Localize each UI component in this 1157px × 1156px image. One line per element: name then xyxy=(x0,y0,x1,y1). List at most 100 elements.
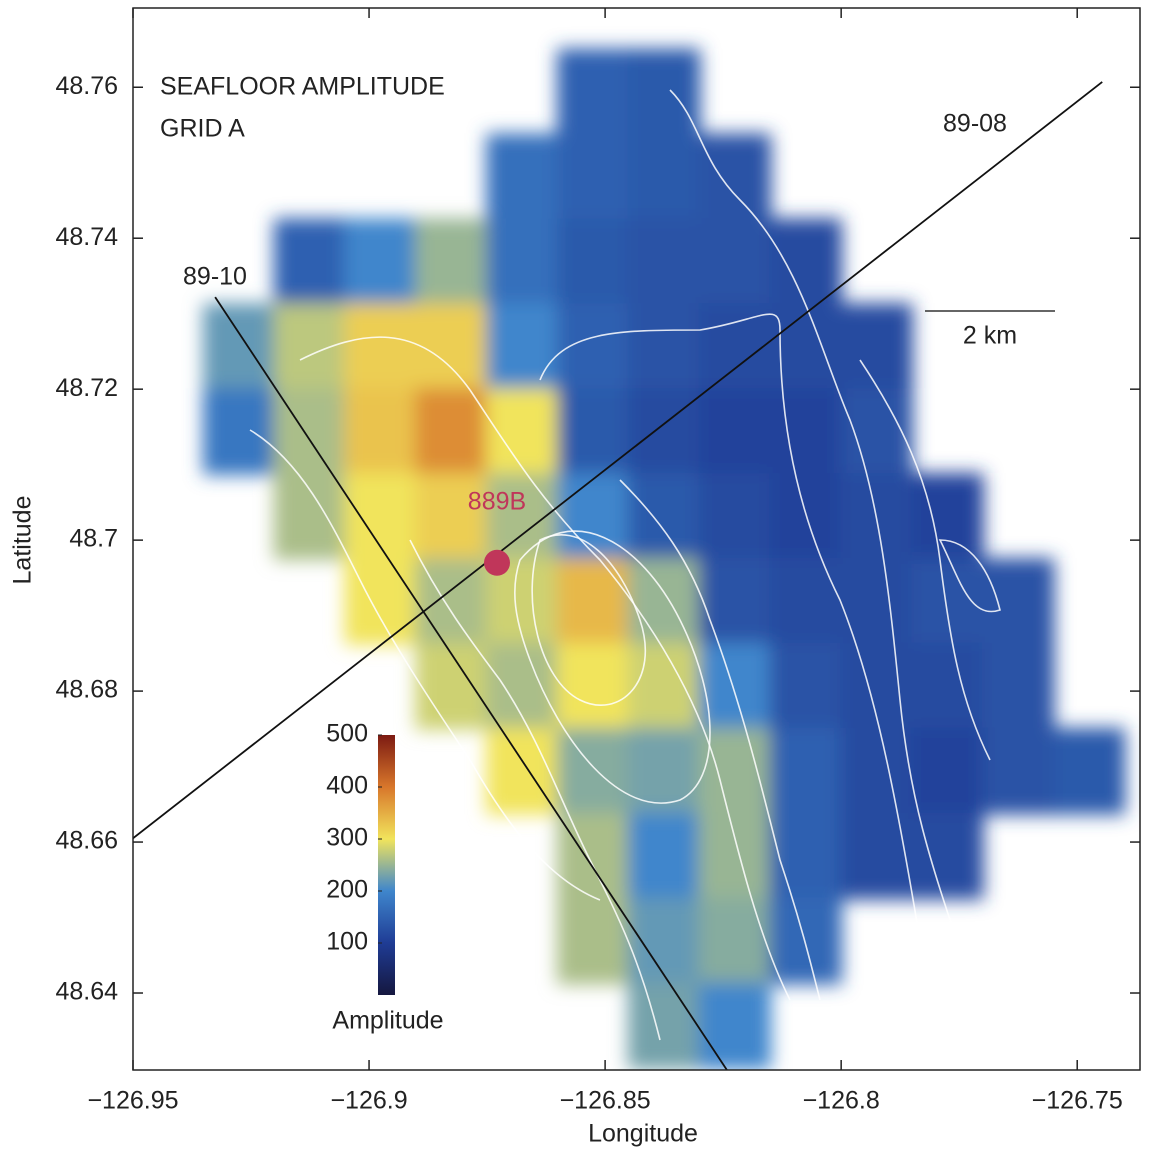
amplitude-cell xyxy=(698,812,772,900)
amplitude-cell xyxy=(273,473,347,561)
amplitude-cell xyxy=(556,727,630,815)
amplitude-cell xyxy=(627,982,701,1070)
amplitude-cell xyxy=(910,473,984,561)
amplitude-cell xyxy=(1052,727,1126,815)
y-tick-label: 48.72 xyxy=(55,374,118,402)
scale-bar-label: 2 km xyxy=(963,322,1017,350)
amplitude-cell xyxy=(627,897,701,985)
colorbar-tick-label: 500 xyxy=(326,720,368,748)
amplitude-cell xyxy=(981,727,1055,815)
amplitude-cell xyxy=(840,812,913,900)
amplitude-cell xyxy=(769,388,843,476)
amplitude-cell xyxy=(698,388,772,476)
y-tick-label: 48.76 xyxy=(55,72,118,100)
amplitude-cell xyxy=(840,558,913,645)
amplitude-cell xyxy=(486,642,559,730)
amplitude-cell xyxy=(840,303,913,391)
amplitude-cell xyxy=(486,303,559,391)
amplitude-cell xyxy=(415,218,489,306)
amplitude-cell xyxy=(698,473,772,561)
amplitude-cell xyxy=(415,388,489,476)
amplitude-cell xyxy=(556,642,630,730)
contour xyxy=(514,530,711,804)
amplitude-cell xyxy=(698,897,772,985)
y-axis-label: Latitude xyxy=(9,496,37,585)
contours xyxy=(249,89,1001,1041)
colorbar-label: Amplitude xyxy=(332,1007,443,1035)
amplitude-cell xyxy=(769,642,843,730)
contour xyxy=(669,89,961,951)
amplitude-cell xyxy=(556,218,630,306)
amplitude-cell xyxy=(344,218,418,306)
contour xyxy=(539,313,931,1001)
amplitude-cell xyxy=(556,897,630,985)
amplitude-cell xyxy=(769,558,843,645)
amplitude-cell xyxy=(202,388,276,476)
colorbar-tick-label: 200 xyxy=(326,876,368,904)
amplitude-cell xyxy=(627,727,701,815)
line-label: 89-10 xyxy=(183,263,247,291)
plot-frame xyxy=(132,7,1141,1071)
line-label: 89-08 xyxy=(943,110,1007,138)
amplitude-cell xyxy=(627,133,701,221)
title: SEAFLOOR AMPLITUDE xyxy=(160,73,445,101)
x-tick-label: −126.9 xyxy=(330,1087,407,1115)
y-tick-label: 48.64 xyxy=(55,978,118,1006)
amplitude-cell xyxy=(910,642,984,730)
amplitude-cell xyxy=(273,303,347,391)
amplitude-cell xyxy=(486,473,559,561)
amplitude-cell xyxy=(627,218,701,306)
amplitude-cell xyxy=(486,727,559,815)
amplitude-cell xyxy=(698,727,772,815)
amplitude-cell xyxy=(273,218,347,306)
amplitude-cell xyxy=(556,133,630,221)
y-tick-label: 48.66 xyxy=(55,827,118,855)
amplitude-cell xyxy=(344,303,418,391)
amplitude-cell xyxy=(981,558,1055,645)
amplitude-cell xyxy=(698,642,772,730)
colorbar-tick-label: 100 xyxy=(326,928,368,956)
amplitude-cell xyxy=(627,48,701,136)
amplitude-cell xyxy=(698,982,772,1070)
amplitude-cell xyxy=(556,812,630,900)
amplitude-cell xyxy=(769,727,843,815)
x-tick-label: −126.75 xyxy=(1032,1087,1123,1115)
amplitude-cell xyxy=(556,388,630,476)
amplitude-cell xyxy=(556,48,630,136)
station-marker xyxy=(483,549,510,576)
contour xyxy=(299,336,791,1001)
contour xyxy=(619,479,821,1001)
amplitude-cell xyxy=(486,133,559,221)
amplitude-cell xyxy=(627,388,701,476)
amplitude-cell xyxy=(556,303,630,391)
colorbar xyxy=(378,735,395,995)
amplitude-cell xyxy=(769,473,843,561)
amplitude-cell xyxy=(698,558,772,645)
amplitude-cell xyxy=(415,642,489,730)
amplitude-cell xyxy=(910,727,984,815)
amplitude-cell xyxy=(627,303,701,391)
amplitude-cell xyxy=(415,473,489,561)
amplitude-cell xyxy=(344,388,418,476)
track-line xyxy=(133,81,1103,839)
amplitude-cell xyxy=(627,558,701,645)
amplitude-cell xyxy=(486,218,559,306)
amplitude-cell xyxy=(981,642,1055,730)
amplitude-cell xyxy=(910,812,984,900)
station-label: 889B xyxy=(468,487,526,515)
x-axis-label: Longitude xyxy=(588,1120,698,1148)
x-tick-label: −126.8 xyxy=(803,1087,880,1115)
amplitude-cell xyxy=(627,473,701,561)
y-tick-label: 48.7 xyxy=(69,525,118,553)
amplitude-cell xyxy=(769,812,843,900)
x-tick-label: −126.85 xyxy=(560,1087,651,1115)
amplitude-cell xyxy=(769,897,843,985)
amplitude-cell xyxy=(698,218,772,306)
amplitude-cell xyxy=(202,303,276,391)
amplitude-cell xyxy=(344,473,418,561)
amplitude-cell xyxy=(840,727,913,815)
amplitude-cell xyxy=(769,218,843,306)
amplitude-cell xyxy=(627,812,701,900)
amplitude-cell xyxy=(627,642,701,730)
